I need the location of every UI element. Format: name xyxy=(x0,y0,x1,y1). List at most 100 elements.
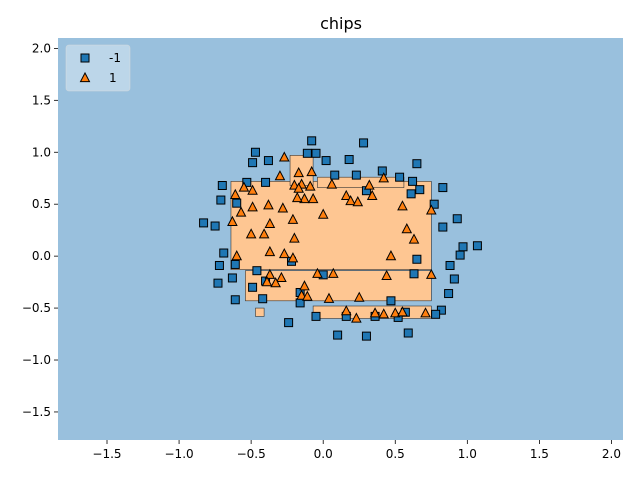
data-point-class-pos xyxy=(378,308,390,319)
x-tick-label: 0.0 xyxy=(314,447,333,461)
data-point-class-neg xyxy=(248,158,258,168)
y-tick-label: 2.0 xyxy=(32,41,51,55)
y-tick-label: 0.0 xyxy=(32,249,51,263)
data-point-class-pos xyxy=(270,277,281,288)
data-point-class-neg xyxy=(217,181,227,191)
data-point-class-neg xyxy=(252,266,262,276)
data-point-class-pos xyxy=(420,307,431,318)
data-point-class-neg xyxy=(351,170,361,180)
data-point-class-neg xyxy=(330,170,340,180)
data-point-class-pos xyxy=(293,182,305,193)
data-point-class-pos xyxy=(296,289,307,300)
data-point-class-neg xyxy=(321,156,331,166)
data-point-class-pos xyxy=(229,188,241,199)
x-tick-label: 0.5 xyxy=(386,447,405,461)
data-point-class-pos xyxy=(276,271,287,283)
y-tick-label: 1.5 xyxy=(32,93,51,107)
data-point-class-pos xyxy=(381,269,392,280)
legend-triangle-icon xyxy=(79,71,91,83)
data-point-class-pos xyxy=(274,170,286,181)
data-point-class-pos xyxy=(247,201,258,212)
data-point-class-pos xyxy=(287,213,299,224)
legend-label: 1 xyxy=(109,71,117,85)
legend-square-icon xyxy=(80,53,90,63)
data-point-class-pos xyxy=(264,217,276,229)
data-point-class-neg xyxy=(311,148,321,158)
legend: -11 xyxy=(65,44,131,92)
decision-region-positive xyxy=(230,181,432,270)
data-point-class-neg xyxy=(361,331,371,341)
data-point-class-pos xyxy=(238,181,250,192)
data-point-class-neg xyxy=(230,259,240,269)
x-tick-label: −0.5 xyxy=(237,447,266,461)
data-point-class-pos xyxy=(293,166,305,178)
axes: −1.5 −1.0 −0.5 0.0 0.5 1.0 1.5 2.0 −1.5 −1.0 −0.5 0… xyxy=(22,41,621,461)
data-point-class-neg xyxy=(458,242,468,252)
data-point-class-pos xyxy=(287,252,299,263)
x-tick-label: −1.5 xyxy=(92,447,121,461)
data-point-class-pos xyxy=(231,250,243,261)
data-point-class-neg xyxy=(242,177,252,187)
data-point-class-pos xyxy=(278,247,290,259)
data-point-class-pos xyxy=(264,268,276,279)
data-point-class-pos xyxy=(323,292,335,303)
data-point-class-neg xyxy=(395,172,405,182)
data-point-class-pos xyxy=(263,199,274,210)
data-point-class-pos xyxy=(261,276,273,287)
data-point-class-pos xyxy=(235,206,247,217)
data-point-class-pos xyxy=(299,192,310,204)
data-point-class-neg xyxy=(311,311,321,321)
y-tick-label: −0.5 xyxy=(22,301,51,315)
data-point-class-neg xyxy=(258,294,268,304)
data-point-class-pos xyxy=(307,192,319,204)
data-point-class-neg xyxy=(412,254,422,264)
data-point-class-pos xyxy=(351,312,362,323)
y-tick-label: −1.5 xyxy=(22,405,51,419)
data-point-class-pos xyxy=(317,208,329,219)
data-point-class-pos xyxy=(289,232,300,243)
data-point-class-pos xyxy=(364,179,375,190)
data-point-class-neg xyxy=(359,138,369,148)
data-markers xyxy=(199,136,482,341)
data-point-class-pos xyxy=(264,245,276,257)
data-point-class-neg xyxy=(438,222,448,232)
data-point-class-pos xyxy=(277,202,289,213)
data-point-class-neg xyxy=(284,318,294,328)
data-point-class-pos xyxy=(312,267,323,278)
data-point-class-pos xyxy=(401,223,413,234)
x-tick-label: −1.0 xyxy=(165,447,194,461)
data-point-class-neg xyxy=(415,185,425,195)
data-point-class-neg xyxy=(232,198,242,208)
data-point-class-neg xyxy=(227,273,237,283)
data-point-class-pos xyxy=(304,180,316,191)
data-point-class-pos xyxy=(278,151,290,162)
data-point-class-neg xyxy=(344,155,354,165)
data-point-class-pos xyxy=(397,200,408,211)
data-point-class-neg xyxy=(429,199,439,209)
data-point-class-pos xyxy=(302,290,313,301)
legend-label: -1 xyxy=(109,51,121,65)
data-point-class-pos xyxy=(340,305,352,316)
data-point-class-neg xyxy=(445,260,455,270)
data-point-class-pos xyxy=(352,196,364,207)
y-tick-label: −1.0 xyxy=(22,353,51,367)
y-tick-label: 0.5 xyxy=(32,197,51,211)
y-tick-label: 1.0 xyxy=(32,145,51,159)
data-point-class-neg xyxy=(412,159,422,169)
data-point-class-neg xyxy=(216,195,226,205)
data-point-class-neg xyxy=(213,278,223,288)
data-point-class-neg xyxy=(307,136,317,146)
data-point-class-neg xyxy=(263,156,273,166)
data-point-class-pos xyxy=(245,228,257,239)
data-point-class-neg xyxy=(452,214,462,224)
data-point-class-neg xyxy=(403,328,413,338)
data-point-class-pos xyxy=(369,307,381,318)
decision-regions xyxy=(230,155,432,319)
x-tick-label: 1.0 xyxy=(458,447,477,461)
data-point-class-pos xyxy=(345,195,356,206)
data-point-class-neg xyxy=(230,295,240,305)
data-point-class-pos xyxy=(247,184,258,195)
data-point-class-pos xyxy=(425,268,437,279)
data-point-class-neg xyxy=(302,148,312,158)
data-point-class-pos xyxy=(327,267,339,278)
